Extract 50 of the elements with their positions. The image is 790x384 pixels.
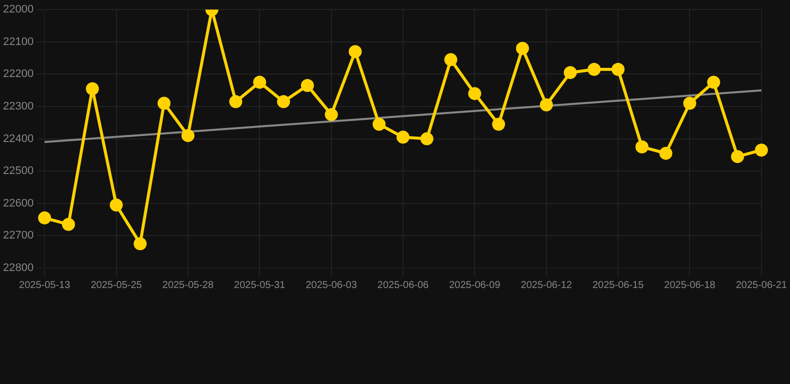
point	[396, 130, 410, 144]
x-tick-label: 2025-06-09	[449, 280, 501, 291]
point	[707, 76, 720, 89]
point	[492, 118, 506, 131]
point	[324, 108, 338, 122]
point	[277, 95, 290, 108]
x-tick-label: 2025-06-15	[592, 280, 644, 291]
x-tick-label: 2025-06-03	[306, 280, 358, 291]
y-tick-label: 22200	[2, 68, 34, 80]
point	[635, 140, 648, 154]
point	[564, 66, 577, 80]
y-tick-label: 22500	[2, 165, 34, 178]
x-tick-label: 2025-06-21	[736, 280, 788, 291]
point	[253, 76, 266, 89]
point	[158, 96, 171, 110]
point	[731, 150, 744, 164]
point	[348, 45, 362, 58]
y-tick-label: 22600	[2, 197, 34, 210]
point	[181, 129, 194, 142]
y-tick-label: 22100	[2, 36, 34, 48]
point	[300, 79, 314, 92]
x-tick-label: 2025-05-13	[19, 280, 71, 291]
point	[38, 211, 52, 224]
x-tick-label: 2025-06-06	[377, 280, 430, 291]
x-tick-label: 2025-05-28	[162, 280, 214, 291]
point	[86, 82, 99, 96]
point	[420, 132, 434, 146]
point	[659, 146, 672, 160]
y-tick-label: 22300	[2, 100, 34, 113]
point	[110, 198, 123, 212]
x-tick-label: 2025-05-25	[90, 280, 142, 291]
y-tick-label: 22400	[2, 132, 34, 145]
point	[372, 118, 386, 131]
point	[588, 62, 601, 76]
point	[468, 87, 482, 100]
x-tick-label: 2025-06-12	[520, 280, 572, 291]
point	[134, 237, 147, 250]
y-tick-label: 22000	[2, 4, 34, 16]
point	[754, 144, 768, 157]
point	[62, 218, 75, 231]
point	[540, 98, 553, 112]
y-tick-label: 22800	[2, 262, 34, 274]
point	[516, 42, 529, 55]
point	[612, 62, 625, 76]
x-tick-label: 2025-06-18	[664, 280, 716, 291]
y-tick-label: 22700	[2, 230, 34, 242]
point	[229, 95, 242, 108]
point	[444, 53, 458, 66]
x-tick-label: 2025-05-31	[234, 280, 286, 291]
point	[683, 96, 696, 110]
